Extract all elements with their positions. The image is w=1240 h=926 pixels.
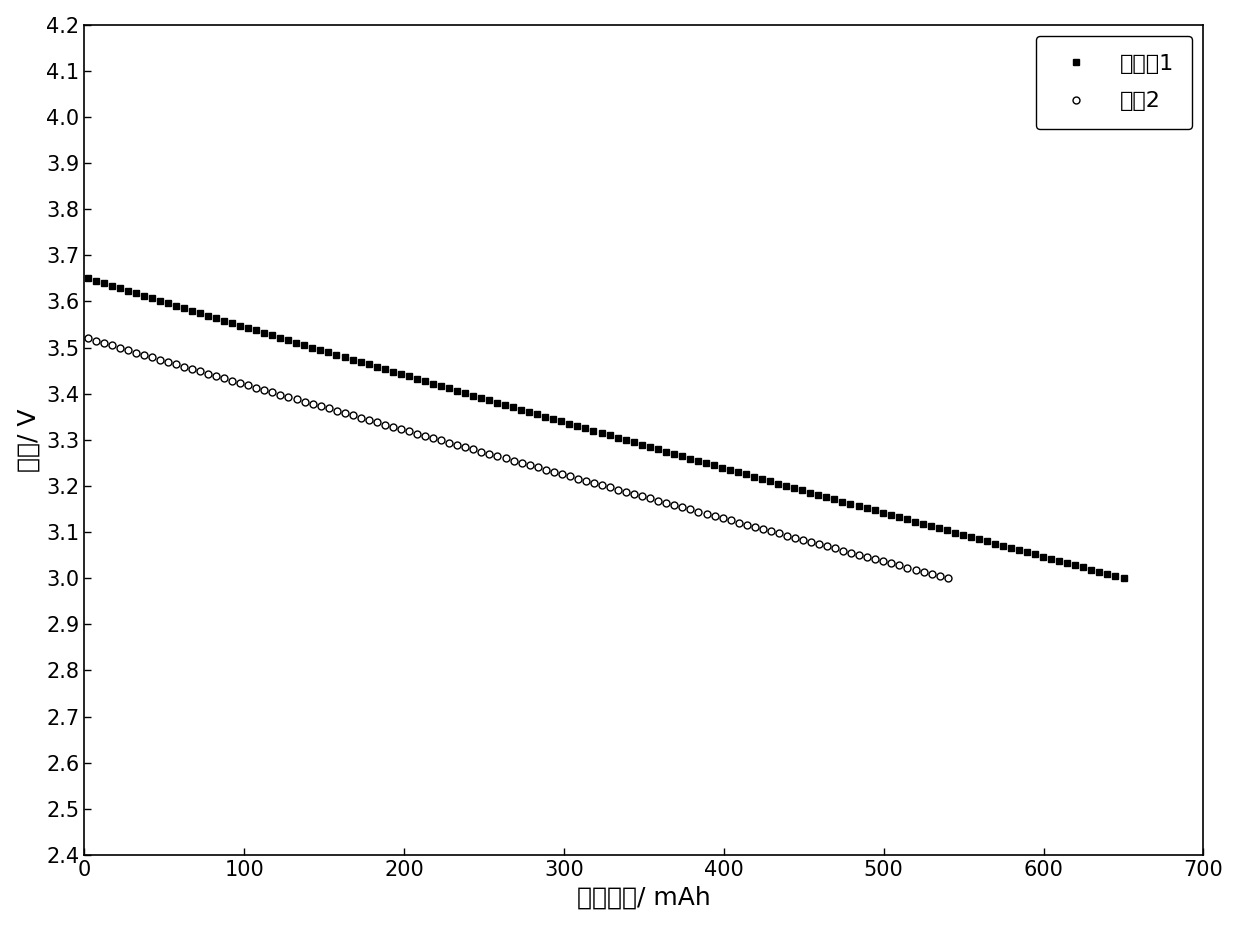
对比2 bbox=[924, 569, 939, 580]
对比2 bbox=[764, 526, 779, 537]
对比2 bbox=[482, 448, 497, 459]
对比2 bbox=[169, 358, 184, 369]
实施兣1 bbox=[818, 492, 833, 503]
对比2 bbox=[81, 332, 95, 344]
实施兣1 bbox=[1028, 549, 1043, 560]
Line: 实施兣1: 实施兣1 bbox=[84, 276, 1126, 581]
实施兣1 bbox=[81, 273, 95, 284]
X-axis label: 放电容量/ mAh: 放电容量/ mAh bbox=[577, 885, 711, 909]
实施兣1 bbox=[642, 442, 657, 453]
实施兣1 bbox=[128, 288, 143, 299]
实施兣1 bbox=[1116, 572, 1131, 583]
对比2 bbox=[940, 572, 955, 583]
实施兣1 bbox=[956, 530, 971, 541]
对比2 bbox=[217, 373, 232, 384]
Legend: 实施兣1, 对比2: 实施兣1, 对比2 bbox=[1035, 36, 1193, 129]
实施兣1 bbox=[987, 538, 1002, 549]
Line: 对比2: 对比2 bbox=[84, 335, 951, 582]
Y-axis label: 电压/ V: 电压/ V bbox=[16, 408, 41, 471]
对比2 bbox=[820, 541, 835, 552]
